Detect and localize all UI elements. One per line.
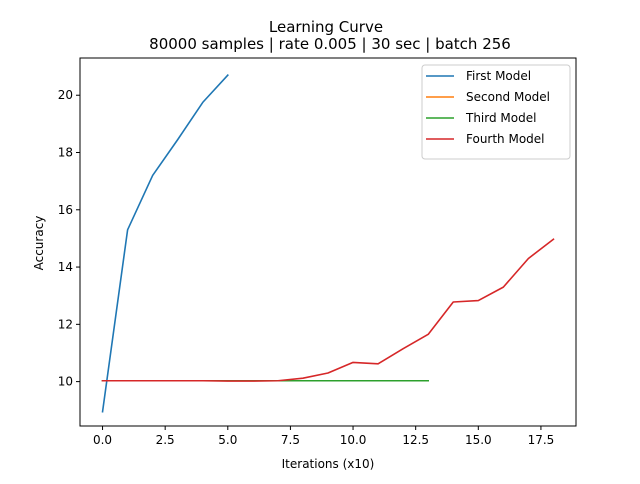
- axes: 0.0 2.5 5.0 7.5 10.0 12.5 15.0 17.5 10 12 14 16 18 20: [58, 57, 577, 447]
- y-axis-label: Accuracy: [32, 216, 46, 271]
- series-line-4: [101, 238, 555, 382]
- x-tick-label: 7.5: [281, 433, 300, 447]
- x-tick-label: 10.0: [340, 433, 367, 447]
- y-tick-label: 14: [58, 260, 73, 274]
- plot-frame: [79, 57, 577, 427]
- y-tick-label: 20: [58, 88, 73, 102]
- x-tick-label: 2.5: [156, 433, 175, 447]
- legend-label: First Model: [466, 69, 531, 83]
- y-tick-label: 16: [58, 203, 73, 217]
- x-tick-label: 12.5: [402, 433, 429, 447]
- plot-lines: [101, 74, 555, 413]
- y-tick-label: 12: [58, 317, 73, 331]
- x-axis-label: Iterations (x10): [282, 457, 375, 471]
- chart-subtitle: 80000 samples | rate 0.005 | 30 sec | ba…: [149, 35, 511, 53]
- legend-label: Third Model: [465, 111, 536, 125]
- legend-label: Second Model: [466, 90, 550, 104]
- x-tick-label: 17.5: [528, 433, 555, 447]
- legend-label: Fourth Model: [466, 132, 545, 146]
- x-tick-label: 0.0: [93, 433, 112, 447]
- legend: First Model Second Model Third Model Fourth…: [421, 64, 571, 160]
- chart-title: Learning Curve: [269, 18, 383, 36]
- y-tick-label: 10: [58, 375, 73, 389]
- series-line-1: [101, 74, 229, 413]
- legend-box: [421, 64, 571, 160]
- x-tick-label: 5.0: [218, 433, 237, 447]
- y-tick-label: 18: [58, 146, 73, 160]
- x-tick-label: 15.0: [465, 433, 492, 447]
